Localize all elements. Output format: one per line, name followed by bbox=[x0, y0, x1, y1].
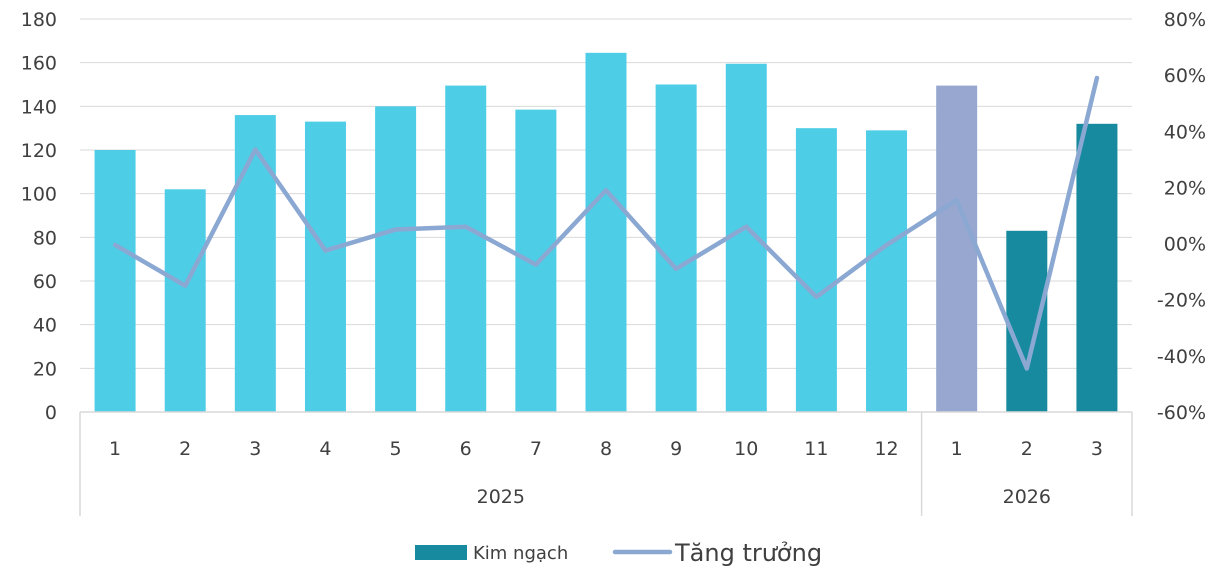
x-tick-label: 3 bbox=[249, 438, 261, 460]
x-tick-label: 4 bbox=[319, 438, 331, 460]
x-tick-label: 9 bbox=[670, 438, 682, 460]
x-tick-labels: 1 2 3 4 5 6 7 8 9 10 11 12 1 2 3 bbox=[109, 438, 1103, 460]
y-right-tick-label: -20% bbox=[1157, 290, 1206, 312]
x-tick-label: 2 bbox=[179, 438, 191, 460]
y-left-tick-label: 60 bbox=[33, 271, 57, 293]
bar-4 bbox=[304, 121, 346, 412]
growth-line bbox=[112, 75, 1100, 371]
x-tick-label: 6 bbox=[460, 438, 472, 460]
y-left-tick-label: 140 bbox=[21, 96, 57, 118]
bar-6 bbox=[445, 85, 487, 412]
legend-label-kim-ngach: Kim ngạch bbox=[473, 543, 568, 564]
bar-3 bbox=[234, 115, 276, 413]
y-right-tick-label: -40% bbox=[1157, 346, 1206, 368]
y-left-tick-label: 0 bbox=[45, 402, 57, 424]
bar-7 bbox=[515, 109, 557, 412]
bars bbox=[94, 52, 1118, 413]
x-tick-label: 2 bbox=[1021, 438, 1033, 460]
bar-15 bbox=[1076, 123, 1118, 413]
y-left-tick-label: 100 bbox=[21, 184, 57, 206]
legend-label-tang-truong: Tăng trưởng bbox=[674, 539, 822, 567]
bar-1 bbox=[94, 150, 136, 412]
bar-2 bbox=[164, 189, 206, 412]
x-axis bbox=[79, 411, 1133, 516]
x-tick-label: 10 bbox=[734, 438, 758, 460]
x-tick-label: 8 bbox=[600, 438, 612, 460]
bar-14 bbox=[1006, 230, 1048, 412]
y-right-tick-label: 20% bbox=[1164, 177, 1206, 199]
x-tick-label: 11 bbox=[804, 438, 828, 460]
y-axis-left: 0 20 40 60 80 100 120 140 160 180 bbox=[21, 9, 57, 424]
bar-9 bbox=[655, 84, 697, 412]
y-axis-right: -60% -40% -20% 00% 20% 40% 60% 80% bbox=[1157, 9, 1206, 424]
x-tick-label: 5 bbox=[390, 438, 402, 460]
y-left-tick-label: 80 bbox=[33, 227, 57, 249]
x-tick-label: 3 bbox=[1091, 438, 1103, 460]
bar-13 bbox=[936, 85, 978, 412]
y-left-tick-label: 120 bbox=[21, 140, 57, 162]
bar-11 bbox=[795, 128, 837, 412]
y-right-tick-label: 60% bbox=[1164, 65, 1206, 87]
bar-12 bbox=[866, 130, 908, 412]
legend: Kim ngạch Tăng trưởng bbox=[415, 539, 822, 567]
y-right-tick-label: -60% bbox=[1157, 402, 1206, 424]
y-left-tick-label: 160 bbox=[21, 53, 57, 75]
y-right-tick-label: 40% bbox=[1164, 121, 1206, 143]
y-right-tick-label: 00% bbox=[1164, 234, 1206, 256]
x-tick-label: 7 bbox=[530, 438, 542, 460]
x-tick-label: 12 bbox=[874, 438, 898, 460]
x-tick-label: 1 bbox=[109, 438, 121, 460]
y-left-tick-label: 20 bbox=[33, 358, 57, 380]
x-group-labels: 2025 2026 bbox=[477, 486, 1051, 508]
y-left-tick-label: 40 bbox=[33, 315, 57, 337]
bar-5 bbox=[375, 106, 417, 412]
x-group-label: 2025 bbox=[477, 486, 525, 508]
y-left-tick-label: 180 bbox=[21, 9, 57, 31]
y-right-tick-label: 80% bbox=[1164, 9, 1206, 31]
x-group-label: 2026 bbox=[1003, 486, 1051, 508]
bar-8 bbox=[585, 52, 627, 412]
x-tick-label: 1 bbox=[951, 438, 963, 460]
legend-swatch-kim-ngach bbox=[415, 545, 467, 560]
